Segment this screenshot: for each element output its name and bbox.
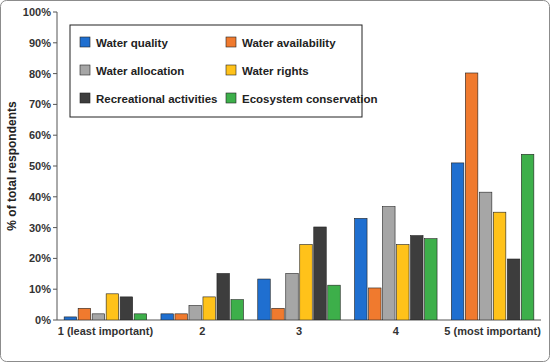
legend-swatch [226, 37, 236, 47]
y-tick-label: 100% [23, 6, 51, 18]
bar [479, 192, 492, 320]
chart: 0% 10% 20% 30% 40% 50% 60% 70% 80% 90% 100% % of to… [0, 0, 550, 362]
bar [369, 288, 382, 320]
bar [231, 300, 244, 320]
frame [1, 1, 550, 362]
y-tick [53, 196, 57, 197]
bar [203, 297, 216, 320]
bar [355, 218, 368, 320]
bar [507, 259, 519, 320]
legend-label: Water availability [242, 37, 336, 49]
bar [286, 273, 299, 320]
legend-swatch [226, 93, 236, 103]
bar [397, 245, 410, 320]
y-tick [53, 320, 57, 321]
legend-label: Water quality [96, 37, 168, 49]
bar [64, 317, 77, 320]
bar [272, 308, 285, 320]
legend-label: Water rights [242, 65, 309, 77]
bar [120, 297, 132, 320]
y-tick [53, 42, 57, 43]
y-tick-label: 20% [29, 252, 51, 264]
x-tick-label: 2 [199, 325, 205, 337]
y-tick-label: 0% [35, 314, 51, 326]
y-tick-label: 70% [29, 98, 51, 110]
bar [106, 294, 119, 320]
bar [411, 236, 424, 320]
y-tick [53, 258, 57, 259]
bar [300, 245, 313, 320]
y-tick-label: 50% [29, 160, 51, 172]
y-tick-label: 40% [29, 191, 51, 203]
legend-label: Recreational activities [96, 93, 217, 105]
legend-swatch [80, 93, 90, 103]
bar [383, 207, 396, 320]
legend-label: Ecosystem conservation [242, 93, 378, 105]
legend-swatch [80, 65, 90, 75]
x-tick-label: 5 (most important) [444, 325, 541, 337]
x-tick-label: 3 [296, 325, 302, 337]
legend: Water quality Water availability Water all… [70, 25, 378, 117]
bar [328, 285, 341, 320]
y-tick-label: 60% [29, 129, 51, 141]
bar [493, 212, 506, 320]
y-tick [53, 104, 57, 105]
y-tick [53, 73, 57, 74]
bar [521, 154, 534, 320]
y-tick-label: 30% [29, 222, 51, 234]
bar [175, 314, 188, 320]
y-tick [53, 12, 57, 13]
y-tick [53, 227, 57, 228]
bar [217, 273, 230, 320]
bar [425, 239, 438, 320]
y-axis-label: % of total respondents [5, 101, 19, 231]
y-tick [53, 166, 57, 167]
legend-label: Water allocation [96, 65, 184, 77]
y-tick [53, 289, 57, 290]
x-tick-label: 4 [393, 325, 400, 337]
y-tick-label: 10% [29, 283, 51, 295]
bar [465, 73, 478, 320]
x-tick-label: 1 (least important) [58, 325, 154, 337]
bar [314, 227, 327, 320]
y-axis [57, 12, 58, 320]
y-tick-label: 80% [29, 68, 51, 80]
y-tick-label: 90% [29, 37, 51, 49]
legend-swatch [80, 37, 90, 47]
y-tick [53, 135, 57, 136]
bar [78, 308, 91, 320]
bar [258, 279, 271, 320]
bar [134, 314, 147, 320]
bar [451, 163, 464, 320]
legend-swatch [226, 65, 236, 75]
bar [92, 314, 105, 320]
bar [161, 314, 174, 320]
bar [189, 306, 202, 320]
